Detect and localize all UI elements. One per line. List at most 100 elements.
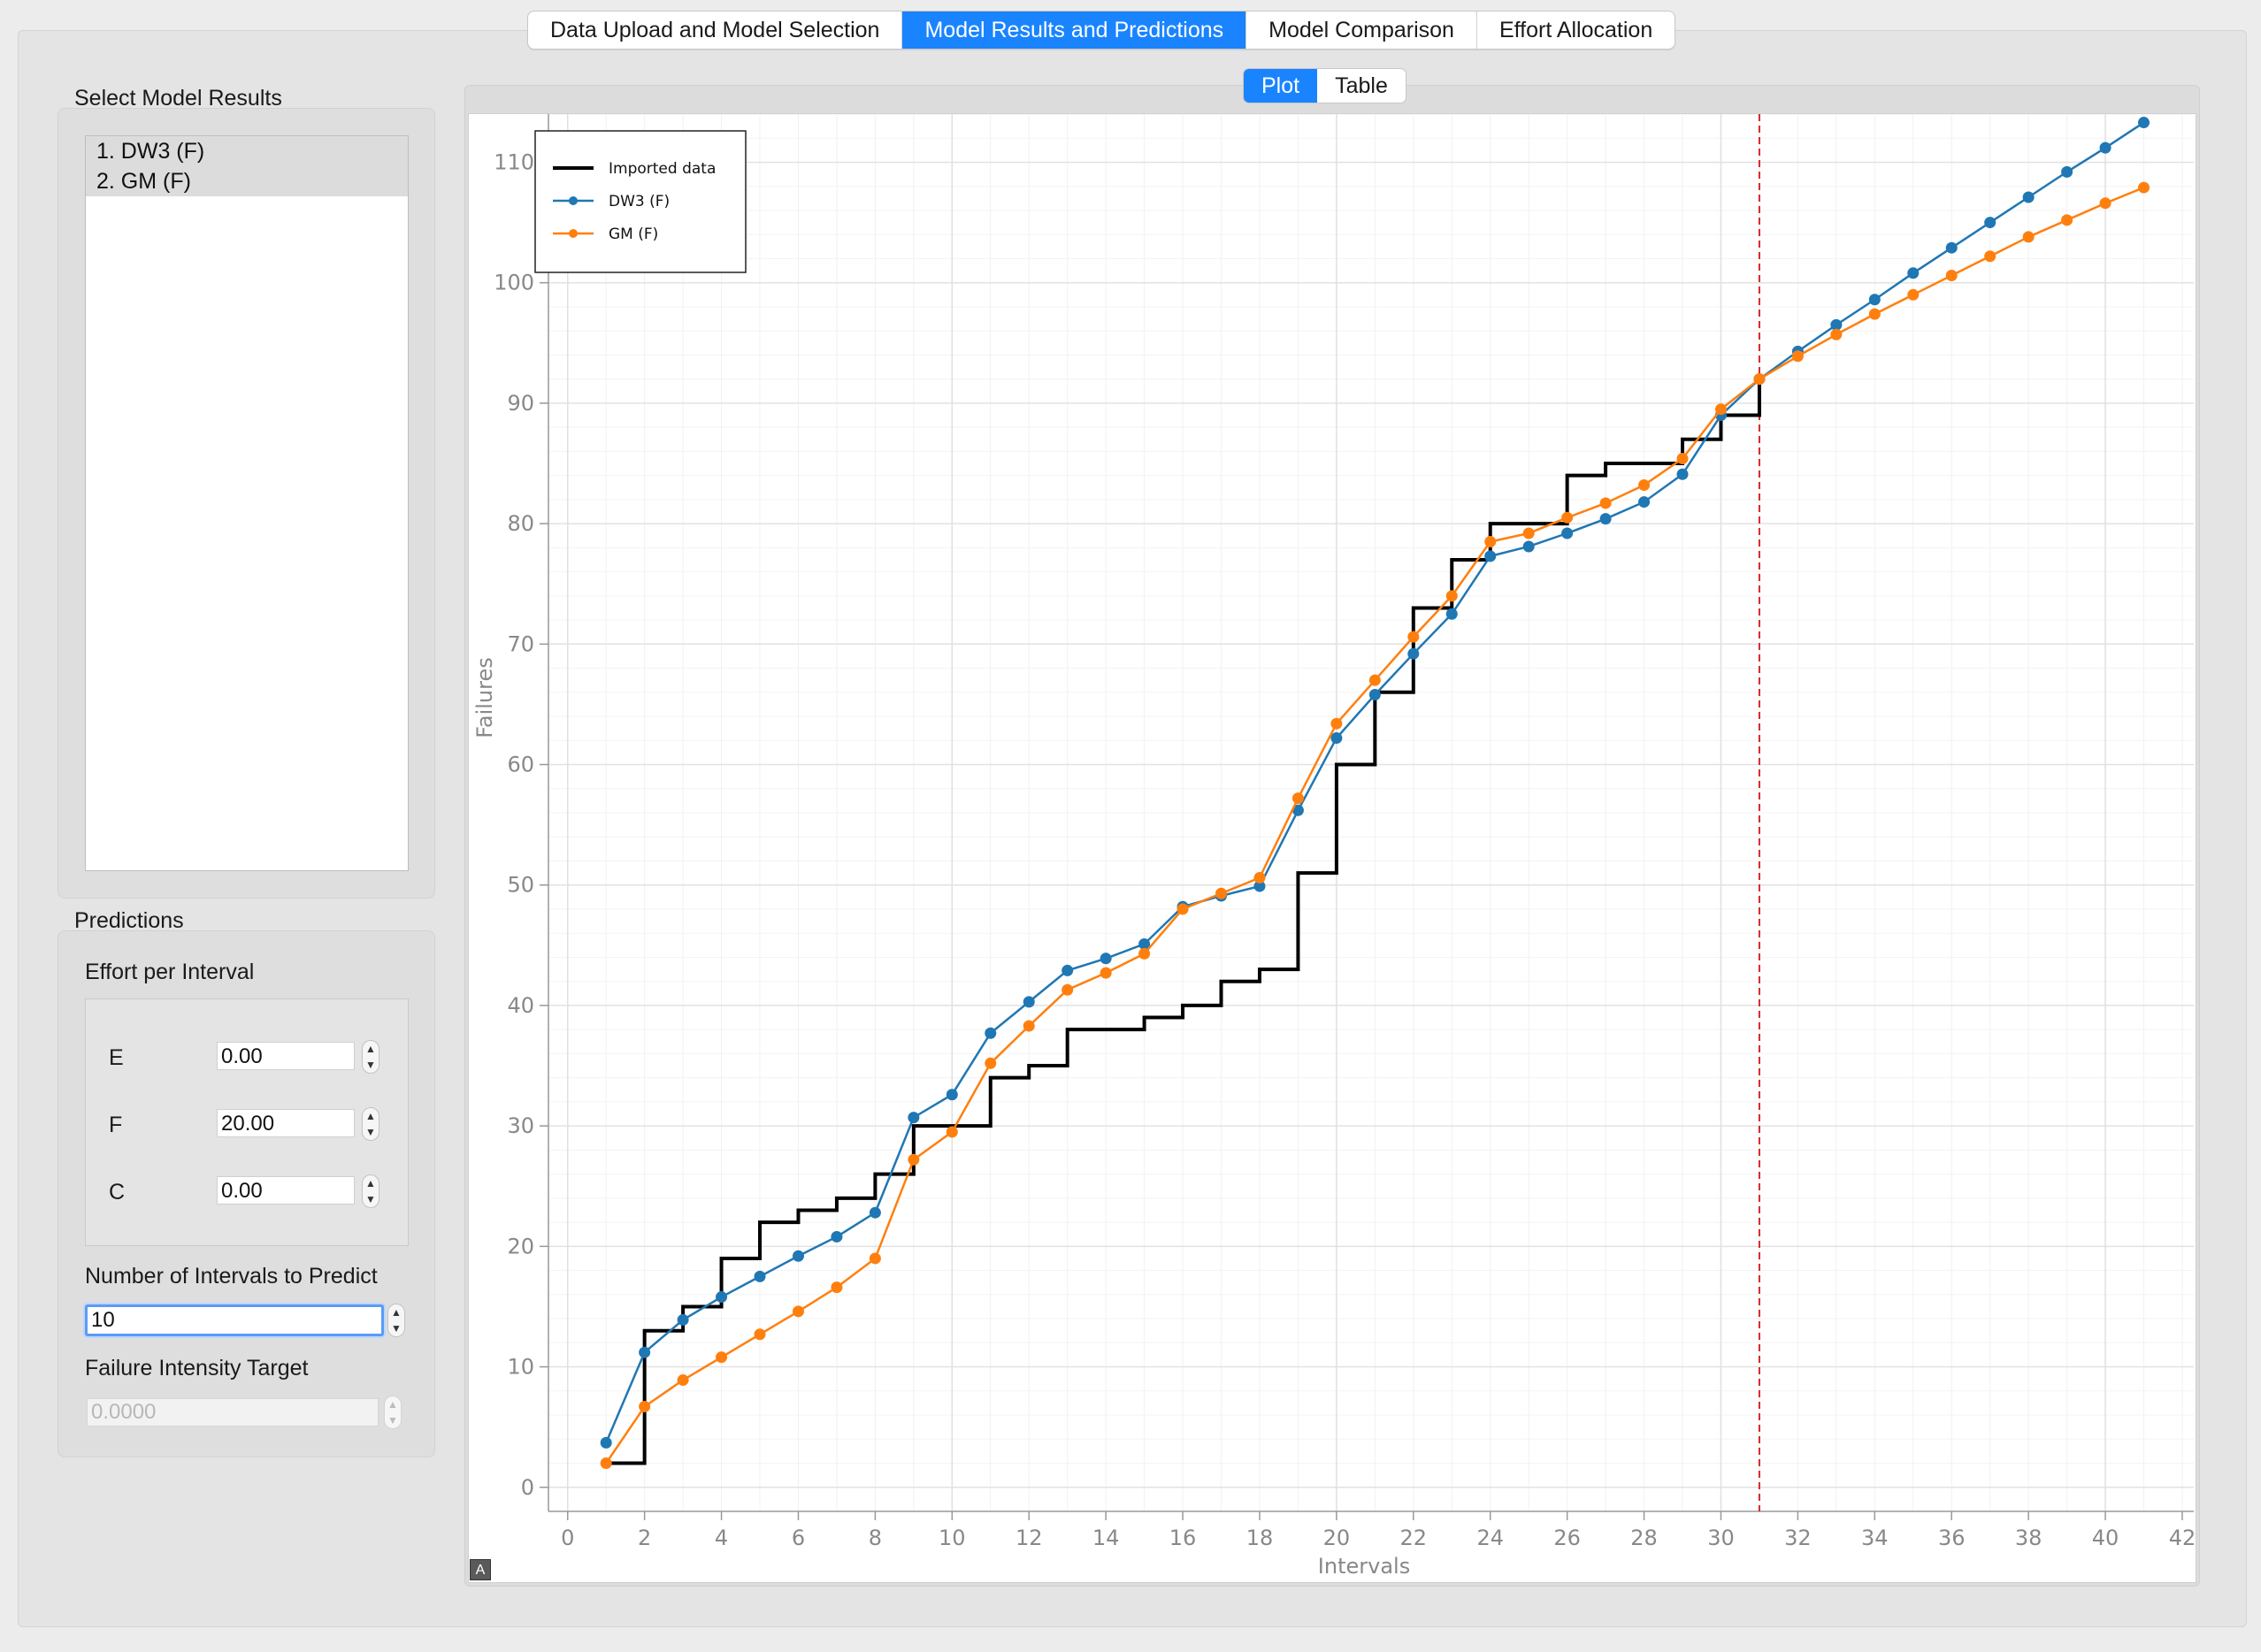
series-gm-f-point [1445,590,1458,602]
tab-model-results[interactable]: Model Results and Predictions [902,11,1247,49]
auto-range-button[interactable]: A [470,1559,491,1580]
y-tick-label: 110 [494,149,534,174]
y-tick-label: 90 [507,391,534,416]
series-dw3-f-point [1907,267,1920,279]
series-gm-f-point [1753,373,1766,386]
series-gm-f-point [1330,717,1343,730]
y-tick-label: 50 [507,873,534,898]
series-dw3-f-point [1407,647,1420,660]
effort-e-stepper[interactable]: ▲ ▼ [362,1040,379,1074]
view-toggle: Plot Table [1243,68,1406,103]
series-gm-f-point [2099,197,2112,210]
x-axis-title: Intervals [1318,1554,1410,1579]
chevron-up-icon: ▲ [365,1177,376,1189]
x-tick-label: 4 [715,1526,728,1550]
series-gm-f-point [1176,903,1189,915]
series-dw3-f-point [869,1206,881,1219]
x-tick-label: 18 [1246,1526,1274,1550]
series-dw3-f-point [1138,937,1151,950]
x-tick-label: 12 [1016,1526,1043,1550]
list-item[interactable]: 1. DW3 (F) [86,136,408,166]
y-tick-label: 70 [507,631,534,656]
series-dw3-f-point [716,1291,728,1304]
tab-plot[interactable]: Plot [1244,69,1318,103]
series-dw3-f-point [946,1089,958,1101]
series-gm-f-point [2022,231,2035,243]
series-gm-f-point [1830,328,1843,340]
failures-chart[interactable]: 0 2 4 6 8 10 12 14 16 18 20 22 24 26 28 30 32 34 36 38 40 420… [469,113,2196,1582]
series-dw3-f-point [1445,608,1458,620]
effort-label-c: C [109,1180,126,1205]
chevron-down-icon: ▼ [387,1414,398,1426]
effort-f-stepper[interactable]: ▲ ▼ [362,1107,379,1141]
chevron-up-icon: ▲ [365,1043,376,1055]
x-tick-label: 14 [1092,1526,1120,1550]
series-gm-f-point [1407,631,1420,643]
intervals-to-predict-label: Number of Intervals to Predict [85,1264,378,1289]
series-dw3-f-point [1984,217,1997,229]
series-dw3-f-point [985,1027,997,1039]
series-dw3-f-point [1599,513,1612,525]
x-tick-label: 2 [638,1526,651,1550]
chevron-down-icon: ▼ [365,1126,376,1138]
series-dw3-f-point [2138,117,2150,129]
y-tick-label: 100 [494,271,534,295]
x-tick-label: 8 [869,1526,882,1550]
series-gm-f-point [985,1057,997,1069]
effort-c-stepper[interactable]: ▲ ▼ [362,1174,379,1208]
x-tick-label: 42 [2169,1526,2196,1550]
x-tick-label: 36 [1938,1526,1966,1550]
series-gm-f-point [869,1252,881,1265]
model-results-list[interactable]: 1. DW3 (F) 2. GM (F) [85,135,409,871]
effort-row-c: C 0.00 ▲ ▼ [86,1174,408,1210]
effort-f-input[interactable]: 20.00 [217,1109,355,1137]
series-dw3-f-point [2022,191,2035,203]
x-tick-label: 30 [1707,1526,1735,1550]
effort-e-input[interactable]: 0.00 [217,1042,355,1070]
failure-intensity-target-input: 0.0000 [87,1398,379,1426]
failure-intensity-target-label: Failure Intensity Target [85,1356,309,1380]
series-dw3-f-point [1023,996,1035,1008]
series-dw3-f-point [792,1250,804,1262]
effort-row-f: F 20.00 ▲ ▼ [86,1107,408,1143]
series-dw3-f-point [1830,318,1843,331]
series-gm-f-point [1291,792,1304,805]
tab-table[interactable]: Table [1335,73,1388,98]
series-dw3-f-point [908,1112,920,1124]
effort-label-f: F [109,1113,123,1137]
series-dw3-f-point [1100,952,1112,965]
series-gm-f-point [1907,288,1920,301]
intervals-stepper[interactable]: ▲ ▼ [387,1304,405,1337]
tab-data-upload[interactable]: Data Upload and Model Selection [528,11,903,49]
tab-model-comparison[interactable]: Model Comparison [1246,11,1477,49]
list-item[interactable]: 2. GM (F) [86,166,408,196]
effort-c-input[interactable]: 0.00 [217,1176,355,1205]
effort-row-e: E 0.00 ▲ ▼ [86,1040,408,1075]
series-gm-f-point [946,1126,958,1138]
series-gm-f-point [1023,1020,1035,1032]
series-gm-f-point [792,1305,804,1318]
series-dw3-f-point [1062,964,1074,976]
legend-marker [569,196,578,205]
x-tick-label: 0 [561,1526,574,1550]
y-tick-label: 10 [507,1355,534,1380]
predictions-title: Predictions [74,908,184,933]
grid [548,113,2194,1511]
x-tick-label: 24 [1476,1526,1504,1550]
series-dw3-f-point [754,1270,766,1282]
series-gm-f-point [1945,270,1958,282]
series-gm-f-point [1100,967,1112,979]
plot-canvas[interactable]: 0 2 4 6 8 10 12 14 16 18 20 22 24 26 28 30 32 34 36 38 40 42 0… [468,113,2196,1583]
series-gm-f-point [754,1328,766,1341]
legend-label: Imported data [609,160,716,178]
series-dw3-f-point [639,1346,651,1358]
failure-intensity-stepper: ▲ ▼ [384,1396,402,1429]
tab-effort-allocation[interactable]: Effort Allocation [1498,18,1653,42]
legend-marker [569,229,578,238]
series-dw3-f-point [1638,496,1651,509]
intervals-to-predict-input[interactable]: 10 [85,1304,384,1336]
series-gm-f-point [1791,350,1804,363]
effort-label-e: E [109,1045,124,1070]
effort-per-interval-label: Effort per Interval [85,960,255,984]
series-gm-f-point [1676,453,1689,465]
